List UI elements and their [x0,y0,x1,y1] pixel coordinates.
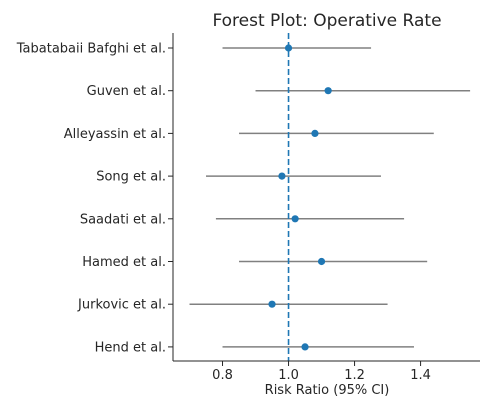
point-estimate [291,215,299,223]
plot-area [189,33,471,361]
point-estimate [324,87,332,95]
x-tick-label: 1.4 [410,368,431,383]
point-estimate [268,300,276,308]
point-estimate [284,44,293,52]
point-estimate [301,343,309,351]
x-tick-label: 1.2 [344,368,365,383]
y-tick-label: Hend et al. [95,340,166,355]
x-ticks: 0.8 1.0 1.2 1.4 [212,361,431,383]
y-tick-label: Song et al. [96,170,166,185]
y-tick-label: Saadati et al. [80,212,166,227]
y-tick-label: Hamed et al. [82,255,166,270]
y-tick-label: Jurkovic et al. [77,298,166,313]
point-estimate [311,129,319,137]
x-tick-label: 1.0 [278,368,299,383]
y-tick-label: Tabatabaii Bafghi et al. [16,42,166,57]
point-estimate [278,172,286,180]
chart-title: Forest Plot: Operative Rate [212,11,441,31]
x-tick-label: 0.8 [212,368,233,383]
y-tick-label: Guven et al. [87,84,166,99]
point-estimate [317,257,326,266]
ci-lines-layer [189,47,471,348]
points-layer [268,44,332,351]
y-tick-label: Alleyassin et al. [64,127,166,142]
x-axis-label: Risk Ratio (95% CI) [265,383,390,398]
y-tick-labels: Tabatabaii Bafghi et al. Guven et al. Alle… [16,42,173,355]
